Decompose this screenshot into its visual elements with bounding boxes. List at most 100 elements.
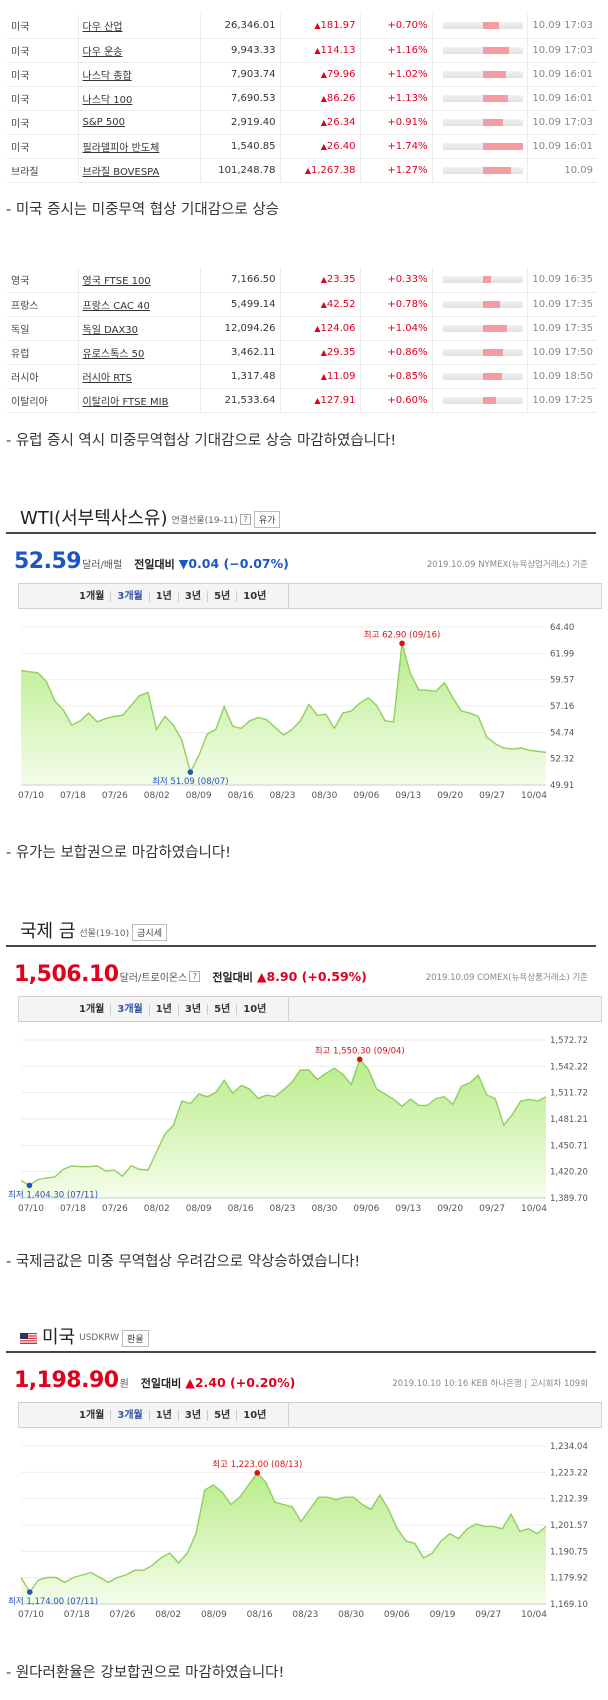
period-tab[interactable]: 10년 (236, 1409, 272, 1421)
period-tab[interactable]: 10년 (236, 1003, 272, 1015)
index-name-link[interactable]: 이탈리아 FTSE MIB (82, 396, 169, 408)
index-name-link[interactable]: 독일 DAX30 (82, 324, 139, 336)
y-tick-label: 59.57 (550, 676, 574, 686)
index-name-link[interactable]: 브라질 BOVESPA (82, 166, 160, 178)
x-tick-label: 08/09 (186, 791, 212, 801)
period-tab[interactable]: 1개월 (79, 1003, 105, 1015)
category-chip[interactable]: 금시세 (132, 923, 167, 941)
index-name-cell: 다우 운송 (78, 38, 201, 63)
index-name-link[interactable]: 유로스톡스 50 (82, 348, 145, 360)
price-line (20, 1471, 547, 1594)
rate-bar-fill (482, 348, 503, 356)
widget-subtitle: 선물(19-10) (79, 928, 130, 939)
compare-value: ▲8.90 (+0.59%) (256, 969, 367, 984)
country-cell: 이탈리아 (7, 388, 79, 413)
low-label: 최저 1,174.00 (07/11) (8, 1596, 98, 1607)
index-name-link[interactable]: 나스닥 100 (82, 94, 133, 106)
index-name-link[interactable]: 다우 운송 (82, 46, 123, 58)
period-tab[interactable]: 3개월 (110, 1409, 148, 1421)
time-cell: 10.09 17:35 (527, 316, 597, 341)
up-arrow-icon: ▲ (320, 371, 327, 381)
x-tick-label: 08/16 (228, 791, 254, 801)
price-cell: 2,919.40 (200, 110, 281, 135)
up-arrow-icon: ▲ (320, 275, 327, 285)
x-tick-label: 07/26 (102, 791, 128, 801)
price-cell: 3,462.11 (200, 340, 281, 365)
price-cell: 7,166.50 (200, 268, 281, 293)
up-arrow-icon: ▲ (314, 323, 321, 333)
period-tab[interactable]: 5년 (207, 1003, 236, 1015)
index-name-cell: 브라질 BOVESPA (78, 158, 201, 183)
area-fill (21, 1059, 546, 1198)
index-row: 이탈리아 이탈리아 FTSE MIB 21,533.64 ▲127.91 +0.60% 1… (7, 388, 597, 413)
period-tab[interactable]: 1년 (148, 590, 178, 602)
period-tab[interactable]: 1년 (148, 1409, 178, 1421)
rate-bar (442, 46, 523, 54)
caption-gold: - 국제금값은 미중 무역협상 우려감으로 약상승하였습니다! (6, 1254, 361, 1270)
period-tab[interactable]: 3년 (177, 590, 207, 602)
index-name-cell: 유로스톡스 50 (78, 340, 201, 365)
x-tick-label: 08/16 (228, 1204, 254, 1214)
change-cell: ▲127.91 (280, 388, 361, 413)
index-name-link[interactable]: 필라델피아 반도체 (82, 142, 160, 154)
index-name-link[interactable]: 영국 FTSE 100 (82, 276, 151, 288)
widget-title-text: WTI(서부텍사스유) (20, 508, 168, 529)
price-line (20, 643, 547, 775)
period-tab[interactable]: 5년 (207, 590, 236, 602)
period-tab[interactable]: 5년 (207, 1409, 236, 1421)
help-icon[interactable]: ? (189, 971, 201, 982)
period-tab[interactable]: 3년 (177, 1409, 207, 1421)
index-name-link[interactable]: 프랑스 CAC 40 (82, 300, 150, 312)
index-name-link[interactable]: 러시아 RTS (82, 372, 132, 384)
period-tab[interactable]: 1년 (148, 1003, 178, 1015)
rate-bar-cell (432, 134, 528, 159)
period-tab[interactable]: 3개월 (110, 590, 148, 602)
up-arrow-icon: ▲ (320, 347, 327, 357)
x-tick-label: 09/06 (353, 791, 379, 801)
period-tab[interactable]: 1개월 (79, 1409, 105, 1421)
gold-widget: 국제 금 선물(19-10) 금시세 1,506.10달러/트로이온스? 전일대비 ▲8… (6, 910, 602, 1230)
y-tick-label: 1,190.75 (550, 1547, 588, 1557)
price-unit: 달러/트로이온스 (119, 973, 188, 984)
y-tick-label: 1,511.72 (550, 1089, 588, 1099)
period-tab[interactable]: 3년 (177, 1003, 207, 1015)
index-row: 미국 다우 산업 26,346.01 ▲181.97 +0.70% 10.09 17:03 (7, 14, 597, 39)
rate-bar-cell (432, 86, 528, 111)
help-icon[interactable]: ? (239, 513, 251, 525)
country-cell: 유럽 (7, 340, 79, 365)
period-tab[interactable]: 3개월 (110, 1003, 148, 1015)
rate-cell: +0.86% (360, 340, 433, 365)
index-name-link[interactable]: 다우 산업 (82, 22, 123, 34)
widget-subtitle: 연결선물(19-11) (171, 515, 238, 526)
x-tick-label: 10/04 (521, 1610, 547, 1620)
index-name-link[interactable]: 나스닥 종합 (82, 70, 132, 82)
period-tab[interactable]: 10년 (236, 590, 272, 602)
index-name-link[interactable]: S&P 500 (82, 116, 125, 128)
country-cell: 미국 (7, 86, 79, 111)
category-chip[interactable]: 환율 (122, 1329, 149, 1347)
category-chip[interactable]: 유가 (253, 510, 281, 528)
country-cell: 러시아 (7, 364, 79, 389)
time-cell: 10.09 16:01 (527, 134, 597, 159)
rate-bar-fill (482, 300, 501, 308)
y-tick-label: 1,234.04 (550, 1442, 588, 1452)
x-tick-label: 08/23 (292, 1610, 318, 1620)
rate-bar (442, 118, 523, 126)
compare-label: 전일대비 (134, 558, 175, 571)
time-cell: 10.09 16:01 (527, 86, 597, 111)
rate-bar-cell (432, 14, 528, 39)
rate-cell: +0.33% (360, 268, 433, 293)
rate-bar-fill (482, 324, 507, 332)
country-cell: 미국 (7, 134, 79, 159)
high-label: 최고 1,550.30 (09/04) (315, 1045, 405, 1056)
rate-bar-fill (482, 118, 504, 126)
period-tab[interactable]: 1개월 (79, 590, 105, 602)
change-value: 42.52 (326, 298, 356, 310)
change-value: 114.13 (320, 44, 356, 56)
rate-bar (442, 300, 523, 308)
rate-bar-cell (432, 292, 528, 317)
period-tabs: 1개월 3개월 1년 3년 5년 10년 (18, 583, 602, 609)
rate-bar-fill (482, 166, 512, 174)
index-row: 독일 독일 DAX30 12,094.26 ▲124.06 +1.04% 10.09 17… (7, 316, 597, 341)
rate-cell: +0.70% (360, 14, 433, 39)
